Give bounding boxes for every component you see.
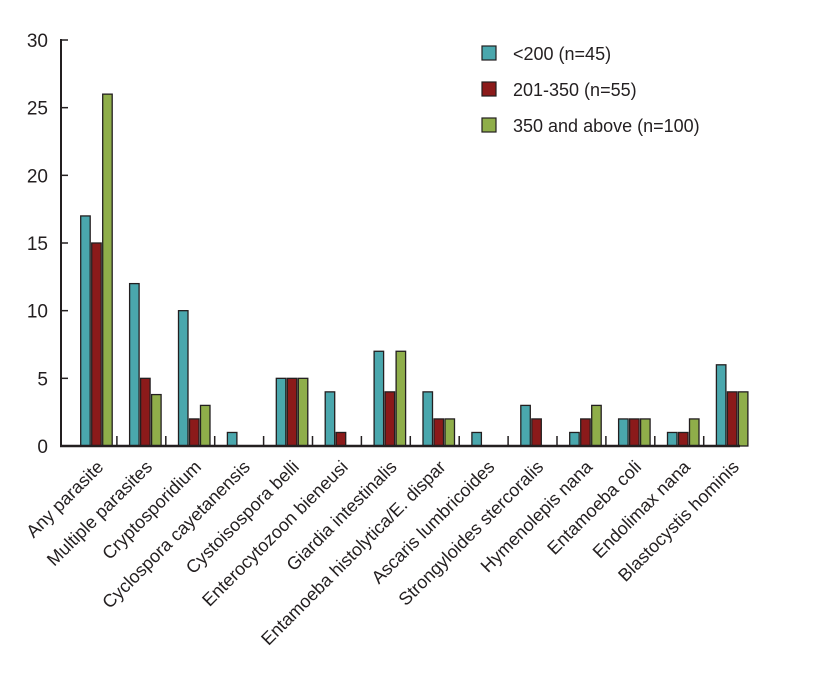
bar-3 bbox=[199, 404, 211, 447]
bar-2 bbox=[628, 418, 640, 447]
bar-1 bbox=[715, 364, 727, 447]
bar-3 bbox=[591, 404, 602, 447]
bar-2 bbox=[677, 431, 689, 447]
bar-1 bbox=[422, 391, 434, 447]
bar-2 bbox=[91, 242, 102, 447]
bar-2 bbox=[139, 377, 151, 447]
bar-2 bbox=[188, 418, 200, 447]
bar-1 bbox=[666, 431, 678, 447]
bar-2 bbox=[335, 431, 347, 447]
bar-3 bbox=[688, 418, 700, 447]
y-tick-label: 15 bbox=[27, 234, 48, 255]
bar-2 bbox=[286, 377, 298, 447]
bar-1 bbox=[275, 377, 287, 447]
bar-3 bbox=[737, 391, 749, 447]
bar-1 bbox=[373, 350, 385, 447]
y-tick-label: 0 bbox=[37, 437, 48, 458]
bar-1 bbox=[569, 431, 580, 447]
legend-swatch bbox=[481, 117, 497, 133]
bar-2 bbox=[726, 391, 738, 447]
bar-3 bbox=[395, 350, 407, 447]
bar-1 bbox=[80, 215, 91, 447]
y-tick-label: 30 bbox=[27, 31, 48, 52]
bar-1 bbox=[226, 431, 238, 447]
y-tick-label: 10 bbox=[27, 302, 48, 323]
bar-2 bbox=[384, 391, 396, 447]
bar-3 bbox=[639, 418, 651, 447]
legend-label: 350 and above (n=100) bbox=[513, 116, 700, 136]
bar-1 bbox=[471, 431, 483, 447]
bar-3 bbox=[297, 377, 309, 447]
y-tick-label: 25 bbox=[27, 99, 48, 120]
bar-3 bbox=[150, 393, 162, 447]
bar-1 bbox=[617, 418, 629, 447]
bar-1 bbox=[128, 282, 140, 447]
bar-1 bbox=[520, 404, 531, 447]
legend-label: 201-350 (n=55) bbox=[513, 80, 637, 100]
bar-3 bbox=[102, 93, 113, 447]
bar-3 bbox=[444, 418, 456, 447]
bar-1 bbox=[177, 310, 189, 447]
legend-label: <200 (n=45) bbox=[513, 44, 611, 64]
bar-2 bbox=[531, 418, 542, 447]
bar-2 bbox=[580, 418, 591, 447]
y-tick-label: 20 bbox=[27, 166, 48, 187]
legend-swatch bbox=[481, 81, 497, 97]
y-tick-label: 5 bbox=[37, 369, 48, 390]
bar-1 bbox=[324, 391, 336, 447]
legend-swatch bbox=[481, 45, 497, 61]
bar-2 bbox=[433, 418, 445, 447]
